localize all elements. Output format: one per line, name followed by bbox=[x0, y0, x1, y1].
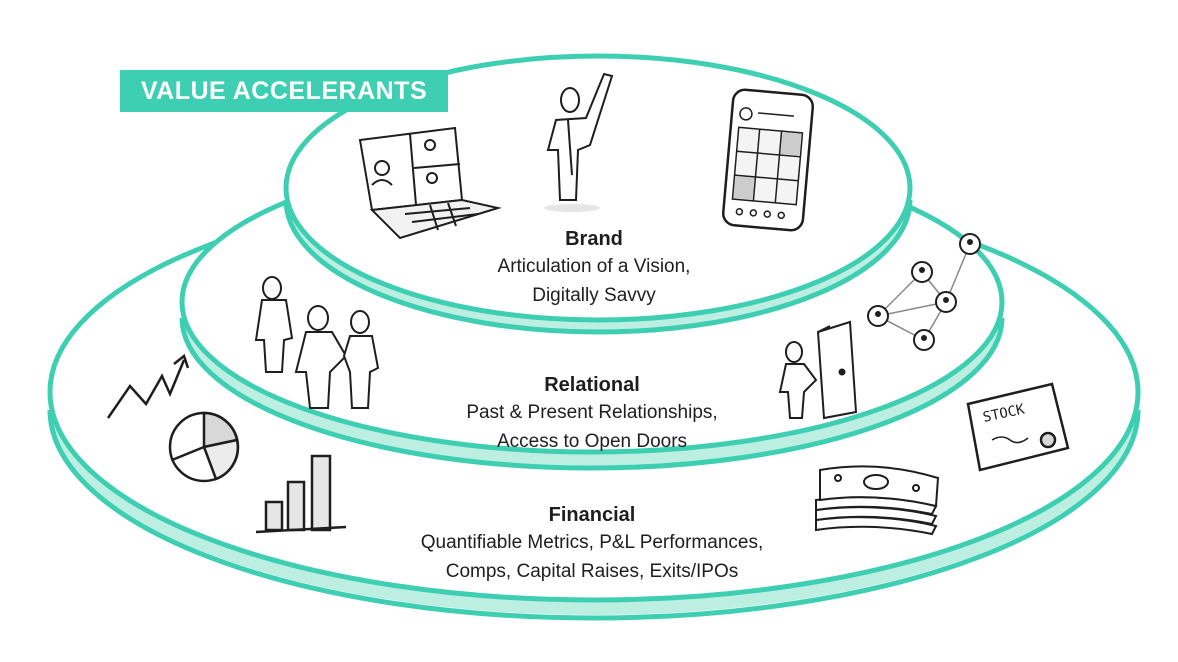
video-call-laptop-icon bbox=[358, 126, 502, 240]
relational-line-1: Past & Present Relationships, bbox=[466, 402, 718, 423]
brand-tier-text: Brand Articulation of a Vision, Digitall… bbox=[434, 226, 754, 310]
brand-line-1: Articulation of a Vision, bbox=[497, 256, 691, 277]
financial-title: Financial bbox=[548, 504, 636, 526]
social-feed-phone-icon bbox=[721, 88, 815, 232]
people-handshake-icon bbox=[254, 276, 380, 409]
relational-tier-text: Relational Past & Present Relationships,… bbox=[392, 372, 792, 456]
financial-line-1: Quantifiable Metrics, P&L Performances, bbox=[420, 532, 764, 553]
network-connections-icon bbox=[867, 233, 981, 351]
money-stack-icon bbox=[815, 465, 940, 536]
trend-arrow-icon bbox=[106, 353, 190, 419]
person-open-door-icon bbox=[778, 320, 858, 420]
financial-line-2: Comps, Capital Raises, Exits/IPOs bbox=[445, 561, 739, 582]
stock-certificate-icon: STOCK bbox=[966, 382, 1070, 472]
brand-title: Brand bbox=[565, 228, 623, 250]
relational-line-2: Access to Open Doors bbox=[496, 431, 688, 452]
financial-tier-text: Financial Quantifiable Metrics, P&L Perf… bbox=[342, 502, 842, 586]
brand-line-2: Digitally Savvy bbox=[532, 285, 656, 306]
value-accelerants-badge: VALUE ACCELERANTS bbox=[120, 70, 448, 112]
presenter-person-icon bbox=[544, 72, 614, 212]
badge-label: VALUE ACCELERANTS bbox=[140, 76, 428, 105]
relational-title: Relational bbox=[544, 374, 640, 396]
bar-chart-icon bbox=[255, 454, 347, 534]
pie-chart-icon bbox=[168, 411, 240, 483]
